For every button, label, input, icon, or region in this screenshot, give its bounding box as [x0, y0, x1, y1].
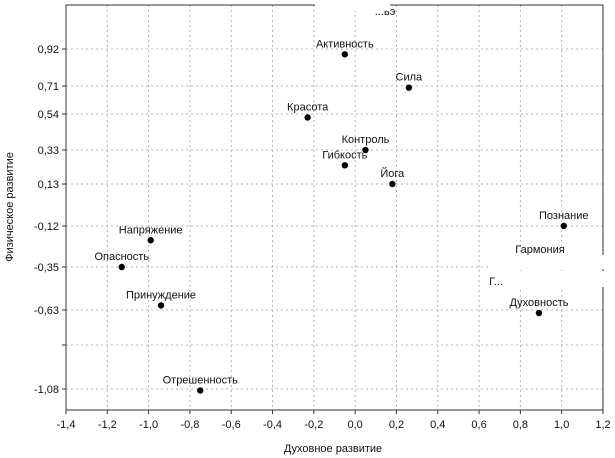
partial-label: Г...	[489, 276, 503, 288]
x-tick-label: -1,2	[98, 419, 117, 431]
x-tick-label: -1,4	[57, 419, 76, 431]
y-tick-label: 0,71	[38, 81, 59, 93]
data-point	[341, 162, 349, 169]
x-tick-label: 0,8	[513, 419, 528, 431]
x-tick-label: 1,2	[595, 419, 610, 431]
y-tick-label: -0,12	[34, 221, 59, 233]
data-point	[157, 302, 165, 309]
data-point	[197, 387, 204, 394]
data-point	[341, 51, 349, 58]
x-tick-label: 1,0	[554, 419, 569, 431]
data-point	[405, 84, 413, 91]
point-label: Гибкость	[322, 149, 367, 161]
x-tick-label: -0,2	[304, 419, 323, 431]
y-tick-label: -0,63	[34, 305, 59, 317]
point-label: Контроль	[342, 134, 390, 146]
point-label: Напряжение	[119, 224, 183, 236]
data-point	[147, 237, 154, 244]
grid	[66, 5, 603, 410]
point-label: Духовность	[509, 297, 568, 309]
point-label: Отрешенность	[163, 375, 239, 387]
x-tick-label: -1,0	[139, 419, 158, 431]
point-label: Сила	[396, 72, 424, 84]
data-point	[304, 114, 311, 121]
y-axis-title: Физическое развитие	[4, 152, 16, 262]
x-tick-label: -0,4	[263, 419, 282, 431]
y-tick-label: 0,54	[38, 109, 59, 121]
point-label: Йога	[380, 167, 405, 180]
x-tick-label: 0,6	[471, 419, 486, 431]
x-tick-label: -0,6	[222, 419, 241, 431]
data-point	[389, 180, 396, 188]
y-tick-label: 0,13	[38, 179, 59, 191]
point-label: Опасность	[94, 251, 149, 263]
x-tick-label: 0,4	[430, 419, 445, 431]
y-tick-label: 0,92	[38, 44, 59, 56]
x-tick-label: 0,0	[348, 419, 363, 431]
occluder	[508, 271, 608, 287]
point-label: Красота	[287, 101, 329, 113]
y-tick-label: -1,08	[34, 384, 59, 396]
occluder	[315, 2, 390, 11]
point-label: Активность	[316, 38, 374, 50]
label-occluders	[315, 2, 610, 287]
data-point	[118, 263, 125, 271]
data-point	[560, 222, 567, 230]
x-tick-label: -0,8	[180, 419, 199, 431]
y-axis-ticks: 0,92 0,71 0,54 0,33 0,13 -0,12 -0,35 -0,63 -1,08	[34, 44, 66, 396]
y-tick-label: -0,35	[34, 262, 59, 274]
x-axis-title: Духовное развитие	[284, 443, 382, 455]
data-point	[362, 146, 369, 154]
point-label: Познание	[539, 210, 588, 222]
plot-frame	[65, 4, 604, 411]
partial-label: Гармония	[515, 244, 564, 256]
y-tick-label: 0,33	[38, 145, 59, 157]
x-tick-label: 0,2	[389, 419, 404, 431]
data-points: Активность Сила Красота Контроль Гибкость Йог…	[94, 6, 588, 394]
point-label: Принуждение	[126, 289, 196, 301]
data-point	[535, 309, 543, 317]
x-axis-ticks: -1,4 -1,2 -1,0 -0,8 -0,6 -0,4 -0,2 0,0 0,2 0,4 0,6…	[57, 410, 611, 431]
occluder	[490, 255, 610, 269]
